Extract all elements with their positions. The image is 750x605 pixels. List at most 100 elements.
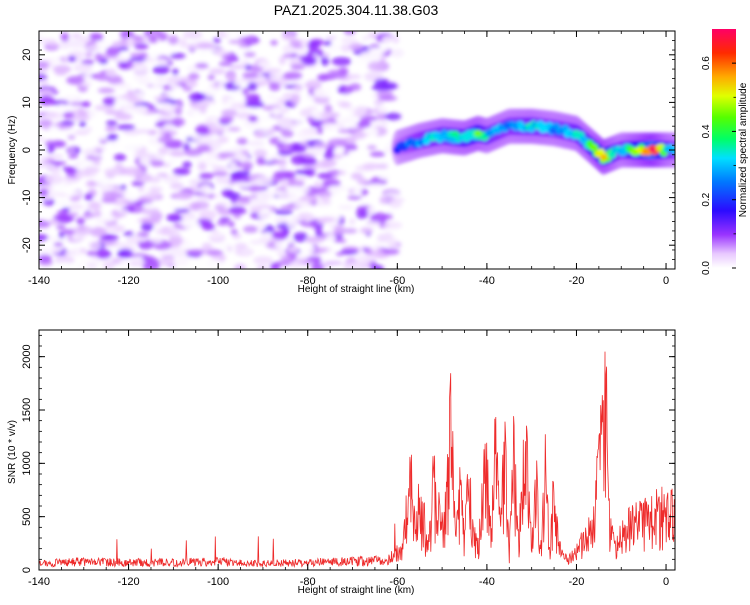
noise-blob — [366, 145, 377, 150]
noise-blob — [105, 68, 117, 77]
noise-blob — [232, 181, 250, 188]
noise-blob — [345, 123, 359, 129]
noise-blob — [80, 248, 87, 254]
noise-blob — [39, 155, 48, 162]
noise-blob — [324, 40, 332, 47]
noise-blob — [201, 242, 213, 252]
colorbar-tick-label: 0.2 — [701, 192, 712, 206]
noise-blob — [188, 92, 205, 103]
noise-blob — [97, 87, 115, 94]
noise-blob — [382, 248, 400, 255]
signal-track — [391, 108, 675, 176]
noise-blob — [360, 227, 373, 234]
noise-blob — [103, 168, 122, 175]
noise-blob — [306, 40, 320, 50]
noise-blob — [39, 119, 53, 128]
noise-blob — [170, 117, 185, 127]
noise-blob — [141, 206, 160, 216]
noise-blob — [208, 68, 226, 75]
noise-blob — [320, 111, 341, 119]
noise-blob — [253, 256, 273, 265]
noise-blob — [79, 121, 86, 128]
noise-blob — [74, 96, 82, 101]
noise-blob — [123, 144, 143, 152]
noise-blob — [150, 31, 158, 37]
noise-blob — [255, 116, 275, 121]
noise-blob — [355, 105, 367, 116]
noise-blob — [49, 161, 67, 165]
noise-blob — [65, 189, 82, 196]
noise-blob — [228, 221, 235, 228]
noise-blob — [86, 262, 98, 269]
noise-blob — [340, 43, 352, 53]
noise-blob — [134, 173, 153, 183]
noise-blob — [344, 266, 355, 269]
noise-blob — [205, 153, 221, 159]
noise-blob — [110, 142, 120, 148]
x-tick-label: -100 — [207, 275, 229, 287]
noise-blob — [39, 79, 49, 88]
noise-blob — [67, 39, 86, 49]
noise-blob — [359, 115, 379, 122]
noise-blob — [93, 210, 102, 218]
noise-blob — [189, 80, 198, 88]
noise-blob — [352, 187, 363, 196]
noise-blob — [54, 261, 75, 269]
noise-blob — [152, 65, 170, 75]
noise-blob — [106, 134, 119, 141]
noise-blob — [392, 35, 400, 44]
y-tick-label: 10 — [21, 96, 33, 108]
noise-blob — [48, 246, 63, 254]
noise-blob — [287, 179, 305, 188]
noise-blob — [274, 209, 293, 215]
noise-blob — [379, 45, 392, 50]
noise-blob — [278, 143, 293, 151]
noise-blob — [304, 168, 316, 177]
noise-blob — [105, 120, 118, 126]
noise-blob — [178, 37, 188, 48]
noise-blob — [271, 230, 289, 240]
noise-blob — [173, 208, 190, 214]
noise-blob — [271, 107, 282, 117]
noise-blob — [143, 184, 151, 194]
y-tick-label: 0 — [21, 147, 33, 153]
noise-blob — [70, 33, 82, 38]
noise-blob — [69, 195, 81, 202]
noise-blob — [281, 129, 294, 138]
noise-blob — [58, 103, 65, 113]
snr-y-label: SNR (10 * v/v) — [7, 420, 18, 484]
noise-blob — [333, 238, 347, 243]
noise-blob — [211, 171, 229, 177]
noise-blob — [253, 176, 273, 185]
noise-blob — [253, 149, 268, 159]
noise-blob — [228, 39, 246, 44]
colorbar-tick-label: 0.6 — [701, 56, 712, 70]
noise-blob — [113, 153, 127, 162]
noise-blob — [99, 183, 116, 190]
noise-blob — [189, 202, 201, 211]
noise-blob — [68, 154, 79, 159]
noise-blob — [227, 126, 241, 132]
noise-blob — [56, 225, 66, 230]
x-tick-label: -40 — [479, 275, 495, 287]
noise-blob — [320, 122, 339, 131]
noise-blob — [39, 246, 52, 255]
noise-blob — [157, 116, 175, 121]
noise-blob — [205, 187, 212, 195]
noise-blob — [169, 247, 189, 257]
noise-blob — [256, 156, 266, 166]
noise-blob — [357, 120, 372, 128]
noise-blob — [112, 82, 132, 90]
noise-blob — [236, 137, 248, 145]
noise-blob — [289, 39, 302, 47]
noise-blob — [340, 37, 358, 43]
spectrogram-y-ticks: -20 -10 0 10 20 — [21, 30, 675, 270]
noise-blob — [293, 85, 303, 92]
noise-blob — [262, 156, 274, 162]
noise-blob — [167, 35, 179, 45]
noise-blob — [99, 234, 119, 241]
noise-blob — [323, 150, 334, 160]
noise-blob — [280, 178, 289, 188]
noise-blob — [277, 150, 293, 156]
